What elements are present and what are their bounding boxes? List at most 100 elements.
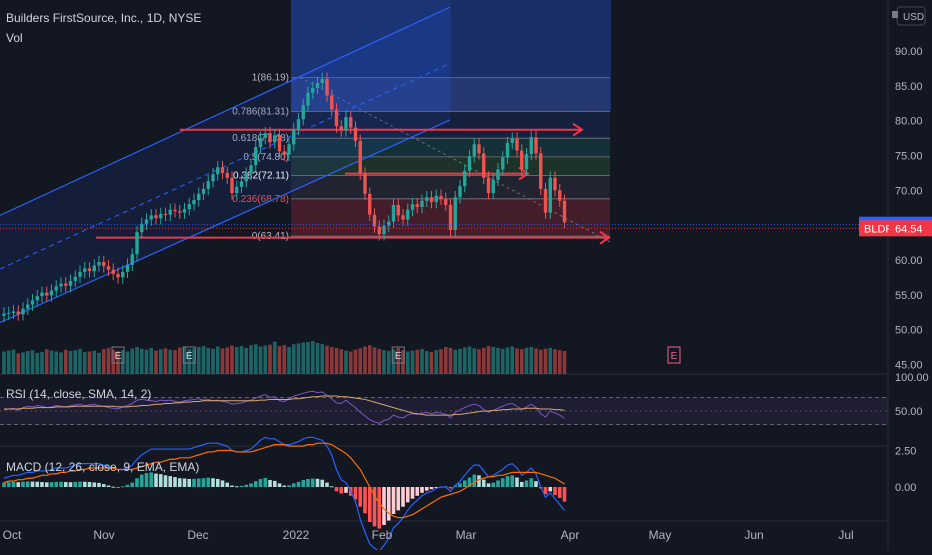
volume-bar [291, 344, 296, 374]
macd-histogram-bar [125, 484, 130, 487]
candle-body [368, 193, 372, 215]
volume-bar [424, 351, 429, 374]
macd-histogram-bar [211, 478, 215, 487]
volume-bar [253, 344, 258, 374]
candle-body [277, 135, 282, 152]
support-arrow-head [599, 230, 611, 245]
volume-bar [296, 343, 301, 374]
candle-body [330, 95, 334, 110]
price-tick-label: 50.00 [895, 325, 923, 337]
time-axis-label: Nov [93, 528, 114, 542]
macd-histogram-bar [154, 473, 158, 487]
candle-body [121, 271, 125, 278]
resistance-arrow-head [572, 122, 584, 137]
macd-histogram-bar [220, 480, 225, 487]
candle-body [558, 190, 562, 201]
candle-body [486, 177, 491, 194]
price-tick-label: 55.00 [895, 290, 923, 302]
candle-body [296, 119, 301, 130]
macd-histogram-bar [477, 475, 481, 487]
volume-bar [173, 350, 177, 374]
macd-histogram-bar [358, 487, 363, 507]
macd-histogram-bar [40, 482, 44, 487]
candle-body [263, 133, 267, 139]
macd-histogram-bar [87, 482, 92, 487]
volume-bar [315, 342, 320, 374]
volume-bar [206, 347, 211, 374]
volume-bar [377, 348, 382, 374]
macd-histogram-bar [391, 487, 396, 515]
candle-body [292, 129, 296, 145]
candle-body [387, 221, 391, 226]
macd-histogram-bar [505, 476, 510, 487]
macd-histogram-bar [149, 472, 154, 487]
volume-bar [348, 351, 353, 374]
candle-body [49, 290, 54, 296]
candle-body [382, 225, 386, 235]
macd-histogram-bar [515, 477, 519, 487]
time-axis-label: Apr [561, 528, 580, 542]
macd-histogram-bar [415, 487, 420, 496]
candle-body [258, 138, 263, 148]
candle-body [372, 214, 377, 227]
candle-body [78, 271, 82, 277]
lock-icon [892, 11, 898, 18]
earnings-marker-label: E [186, 351, 193, 362]
macd-histogram-bar [377, 487, 382, 529]
macd-histogram-bar [491, 482, 496, 487]
rsi-title: RSI (14, close, SMA, 14, 2) [6, 387, 151, 401]
candle-body [16, 311, 20, 315]
macd-histogram-bar [182, 478, 187, 487]
macd-histogram-bar [206, 477, 211, 487]
volume-bar [40, 351, 44, 374]
candle-body [168, 209, 172, 215]
fib-level-label: 1(86.19) [252, 73, 289, 84]
volume-bar [529, 347, 534, 374]
macd-histogram-bar [230, 485, 234, 487]
macd-histogram-bar [173, 477, 177, 487]
time-axis-label: May [649, 528, 672, 542]
candle-body [472, 144, 476, 157]
candle-body [211, 174, 215, 182]
macd-histogram-bar [106, 485, 111, 487]
time-axis-label: Dec [187, 528, 208, 542]
volume-bar [272, 341, 277, 374]
candle-body [543, 188, 548, 213]
macd-histogram-bar [372, 487, 377, 527]
volume-bar [225, 347, 230, 374]
candle-body [30, 300, 35, 305]
candle-body [334, 109, 339, 127]
volume-bar [59, 352, 63, 374]
volume-bar [410, 350, 415, 374]
volume-bar [130, 348, 135, 374]
volume-bar [144, 349, 149, 374]
fib-trend-line [299, 77, 611, 243]
macd-histogram-bar [2, 482, 6, 487]
candle-body [524, 154, 529, 170]
candle-body [239, 181, 244, 187]
volume-label[interactable]: Vol [6, 31, 23, 45]
volume-bar [6, 350, 11, 374]
macd-histogram-bar [158, 474, 163, 487]
volume-bar [325, 345, 329, 374]
macd-histogram-bar [529, 478, 534, 487]
volume-bar [534, 348, 538, 374]
volume-bar [434, 350, 439, 374]
volume-bar [538, 349, 543, 374]
volume-bar [44, 349, 49, 374]
volume-bar [543, 348, 548, 374]
symbol-title[interactable]: Builders FirstSource, Inc., 1D, NYSE [6, 11, 202, 25]
candle-body [429, 197, 434, 203]
candle-body [216, 167, 220, 175]
macd-histogram-bar [215, 478, 220, 487]
candle-body [35, 296, 39, 301]
macd-histogram-bar [78, 481, 82, 487]
candle-body [467, 156, 472, 171]
macd-histogram-bar [120, 486, 125, 488]
candle-body [401, 215, 405, 220]
volume-bar [277, 346, 282, 374]
macd-histogram-bar [21, 481, 25, 487]
volume-bar [510, 346, 515, 374]
candle-body [396, 204, 400, 216]
